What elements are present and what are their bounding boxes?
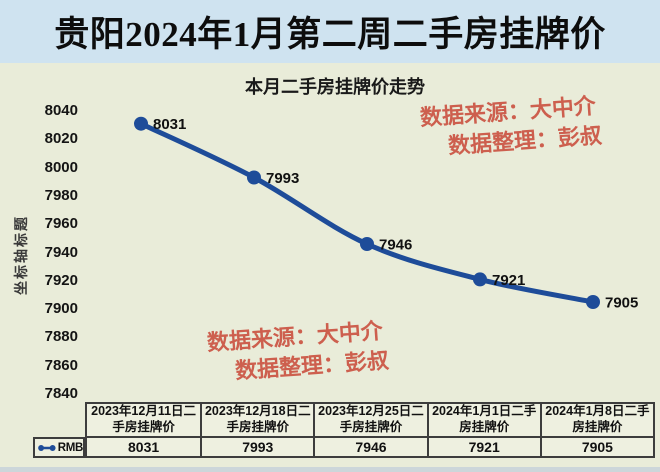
table-value-cell: 7993 — [200, 438, 313, 456]
legend-series-label: RMB — [58, 442, 83, 454]
line-series-legend-icon — [37, 443, 57, 453]
watermark-top-right: 数据来源：大中介 数据整理：彭叔 — [419, 91, 603, 163]
bottom-edge-strip — [0, 467, 660, 472]
data-point-label: 7993 — [266, 170, 299, 187]
data-point-label: 7905 — [605, 295, 638, 312]
table-header-cell: 2024年1月8日二手房挂牌价 — [540, 404, 653, 438]
data-point-label: 8031 — [153, 116, 186, 133]
data-point-label: 7921 — [492, 272, 525, 289]
data-point-marker — [134, 117, 148, 131]
data-point-marker — [473, 272, 487, 286]
watermark-bottom-left: 数据来源：大中介 数据整理：彭叔 — [206, 316, 390, 388]
table-header-cell: 2023年12月18日二手房挂牌价 — [200, 404, 313, 438]
price-table: 2023年12月11日二手房挂牌价2023年12月18日二手房挂牌价2023年1… — [85, 402, 655, 458]
table-header-cell: 2023年12月25日二手房挂牌价 — [313, 404, 426, 438]
data-point-marker — [586, 295, 600, 309]
table-header-cell: 2024年1月1日二手房挂牌价 — [427, 404, 540, 438]
table-value-cell: 7946 — [313, 438, 426, 456]
table-header-cell: 2023年12月11日二手房挂牌价 — [87, 404, 200, 438]
data-point-marker — [247, 171, 261, 185]
legend: RMB — [33, 437, 85, 458]
table-value-cell: 8031 — [87, 438, 200, 456]
data-point-label: 7946 — [379, 237, 412, 254]
data-point-marker — [360, 237, 374, 251]
screenshot-root: 贵阳2024年1月第二周二手房挂牌价 本月二手房挂牌价走势 坐标轴标题 8040… — [0, 0, 660, 472]
table-value-cell: 7921 — [427, 438, 540, 456]
table-value-cell: 7905 — [540, 438, 653, 456]
